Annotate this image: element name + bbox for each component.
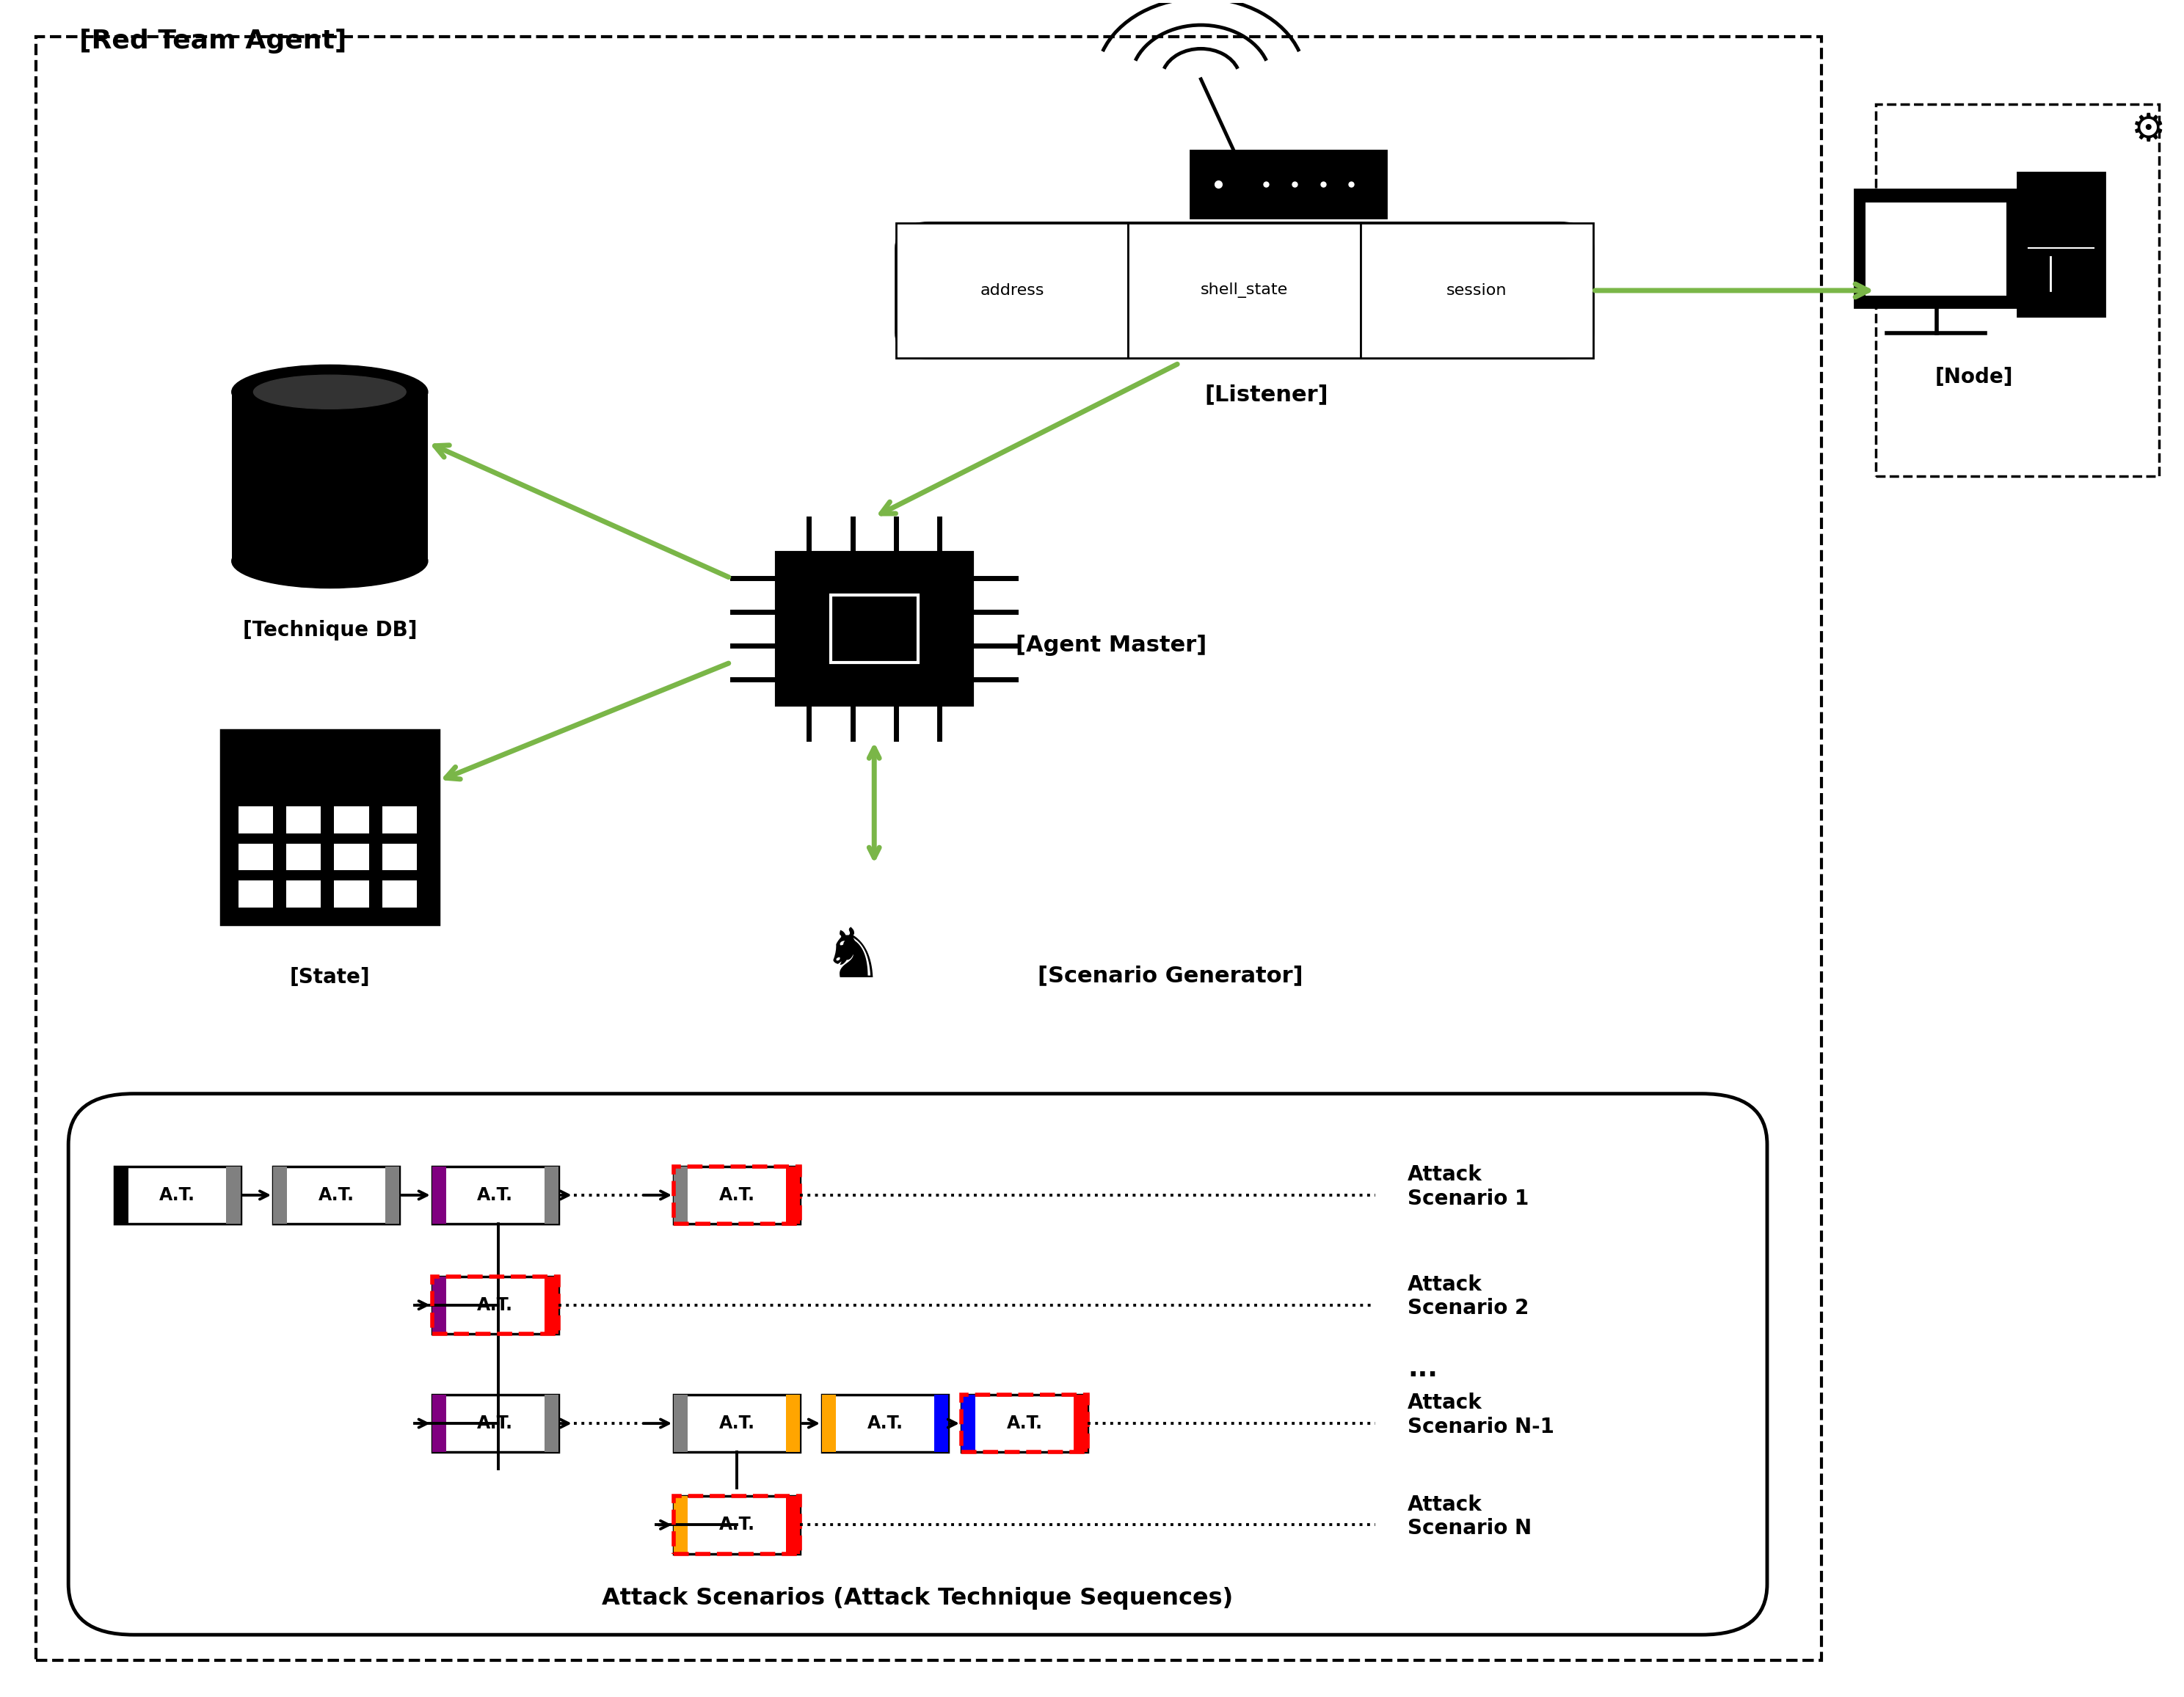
Bar (544, 1276, 559, 1334)
Bar (238, 843, 273, 871)
Bar (286, 806, 321, 833)
Bar (35, 37, 1821, 1660)
Bar (238, 881, 273, 908)
Bar (432, 1166, 446, 1224)
Bar (675, 1166, 799, 1224)
Bar (830, 596, 917, 662)
Text: address: address (981, 283, 1044, 299)
Bar (544, 1166, 559, 1224)
Text: A.T.: A.T. (478, 1297, 513, 1313)
Bar (675, 1166, 688, 1224)
Text: session: session (1446, 283, 1507, 299)
Bar (1854, 188, 2018, 307)
Bar (786, 1395, 799, 1453)
Text: ...: ... (1409, 1358, 1437, 1381)
FancyBboxPatch shape (895, 222, 1592, 358)
Bar (221, 730, 439, 781)
Bar (1190, 149, 1387, 217)
Bar (961, 1395, 1088, 1453)
Bar (114, 1166, 129, 1224)
Bar (432, 1276, 446, 1334)
Bar (238, 806, 273, 833)
Bar (786, 1497, 799, 1553)
Bar (382, 806, 417, 833)
Text: [Scenario Generator]: [Scenario Generator] (1037, 964, 1304, 986)
Bar (821, 1395, 836, 1453)
Ellipse shape (253, 375, 406, 409)
Bar (935, 1395, 948, 1453)
Bar (961, 1395, 976, 1453)
Bar (961, 1395, 1088, 1453)
Text: [Red Team Agent]: [Red Team Agent] (79, 29, 347, 54)
Text: A.T.: A.T. (719, 1186, 756, 1203)
Bar (675, 1166, 799, 1224)
Text: A.T.: A.T. (319, 1186, 354, 1203)
Text: Attack
Scenario N: Attack Scenario N (1409, 1495, 1531, 1539)
Text: shell_state: shell_state (1201, 283, 1289, 299)
Bar (432, 1276, 559, 1334)
Text: [State]: [State] (290, 967, 369, 988)
Bar (675, 1497, 799, 1553)
Bar (544, 1395, 559, 1453)
FancyBboxPatch shape (68, 1093, 1767, 1634)
Bar (334, 881, 369, 908)
Bar (1876, 105, 2160, 477)
Text: A.T.: A.T. (478, 1415, 513, 1432)
Bar (286, 843, 321, 871)
Text: [Listener]: [Listener] (1203, 384, 1328, 406)
Bar (1865, 202, 2007, 295)
Text: Attack
Scenario N-1: Attack Scenario N-1 (1409, 1393, 1555, 1437)
Bar (1129, 222, 1361, 358)
Text: A.T.: A.T. (719, 1415, 756, 1432)
Bar (432, 1395, 446, 1453)
Text: A.T.: A.T. (1007, 1415, 1042, 1432)
Bar (382, 843, 417, 871)
Text: Attack
Scenario 2: Attack Scenario 2 (1409, 1274, 1529, 1319)
Bar (232, 392, 428, 562)
Bar (221, 730, 439, 925)
Bar (775, 553, 972, 704)
Bar (675, 1395, 688, 1453)
Text: Attack Scenarios (Attack Technique Sequences): Attack Scenarios (Attack Technique Seque… (603, 1587, 1234, 1609)
Text: A.T.: A.T. (719, 1515, 756, 1534)
Bar (432, 1395, 559, 1453)
Bar (2018, 171, 2105, 316)
Bar (382, 881, 417, 908)
Bar (384, 1166, 400, 1224)
Ellipse shape (232, 535, 428, 589)
Bar (1075, 1395, 1088, 1453)
Bar (286, 881, 321, 908)
Bar (273, 1166, 400, 1224)
Text: [Agent Master]: [Agent Master] (1016, 635, 1208, 657)
Bar (1361, 222, 1592, 358)
Bar (227, 1166, 240, 1224)
Bar (114, 1166, 240, 1224)
Bar (432, 1166, 559, 1224)
Bar (334, 806, 369, 833)
Text: A.T.: A.T. (478, 1186, 513, 1203)
Ellipse shape (232, 365, 428, 419)
Bar (675, 1395, 799, 1453)
Bar (895, 222, 1129, 358)
Text: ♞: ♞ (821, 925, 885, 993)
Bar (786, 1166, 799, 1224)
Bar (432, 1276, 559, 1334)
Text: ⚙: ⚙ (2132, 110, 2167, 149)
Bar (273, 1166, 288, 1224)
Text: A.T.: A.T. (867, 1415, 902, 1432)
Text: Attack
Scenario 1: Attack Scenario 1 (1409, 1164, 1529, 1208)
Bar (675, 1497, 688, 1553)
Text: A.T.: A.T. (159, 1186, 194, 1203)
Text: [Technique DB]: [Technique DB] (242, 619, 417, 641)
Bar (334, 843, 369, 871)
Bar (821, 1395, 948, 1453)
Text: [Node]: [Node] (1935, 367, 2014, 387)
Bar (675, 1497, 799, 1553)
